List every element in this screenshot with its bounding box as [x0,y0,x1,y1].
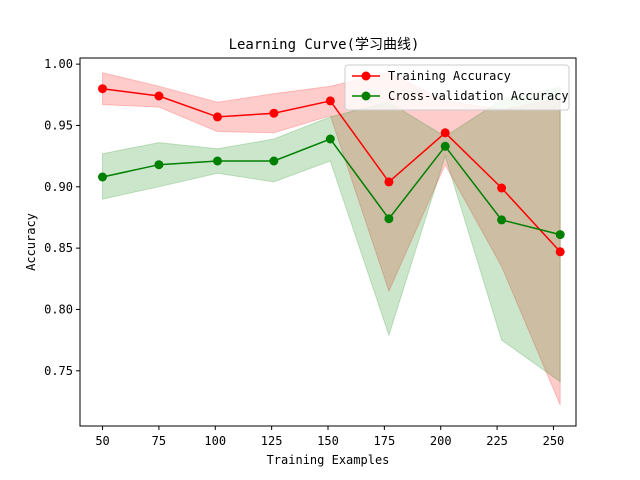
cross-validation-accuracy-band [102,86,561,383]
y-tick-label: 1.00 [44,57,73,71]
y-axis-ticks: 0.75 0.80 0.85 0.90 0.95 1.00 [44,57,80,378]
x-tick-label: 75 [152,434,166,448]
training-accuracy-point [98,84,107,94]
cross-validation-accuracy-point [269,156,279,166]
cross-validation-accuracy-legend-label: Cross-validation Accuracy [388,89,569,103]
x-axis-label: Training Examples [267,453,390,467]
training-accuracy-legend-label: Training Accuracy [388,69,511,83]
x-tick-label: 225 [486,434,508,448]
cross-validation-accuracy-point [98,172,107,182]
y-axis-label: Accuracy [24,213,38,271]
training-accuracy-band [102,72,561,406]
cross-validation-accuracy-point [497,215,507,225]
training-accuracy-point [384,177,394,187]
x-tick-label: 250 [543,434,565,448]
confidence-bands [102,72,561,406]
x-tick-label: 150 [317,434,339,448]
y-tick-label: 0.95 [44,118,73,132]
cross-validation-accuracy-legend-marker [361,91,371,101]
cross-validation-accuracy-point [555,230,565,240]
series-points [98,84,565,257]
training-accuracy-point [269,108,279,118]
training-accuracy-point [555,247,565,257]
cross-validation-accuracy-point [440,141,450,151]
cross-validation-accuracy-point [213,156,222,166]
legend-box [344,64,570,111]
cross-validation-accuracy-point [384,214,394,224]
y-tick-label: 0.80 [44,302,73,316]
x-tick-label: 50 [95,434,109,448]
legend: Training Accuracy Cross-validation Accura… [344,64,570,111]
training-accuracy-point [325,96,335,106]
cross-validation-accuracy-point [154,160,164,170]
x-tick-label: 100 [204,434,226,448]
x-axis-ticks: 50 75 100 125 150 175 200 225 250 [95,426,564,448]
x-tick-label: 125 [261,434,283,448]
chart-title: Learning Curve(学习曲线) [229,37,420,53]
x-tick-label: 175 [374,434,396,448]
training-accuracy-point [213,112,222,122]
training-accuracy-legend-marker [361,71,371,81]
y-tick-label: 0.90 [44,180,73,194]
training-accuracy-point [154,91,164,101]
x-tick-label: 200 [430,434,452,448]
cross-validation-accuracy-point [325,134,335,144]
y-tick-label: 0.75 [44,364,73,378]
y-tick-label: 0.85 [44,241,73,255]
training-accuracy-point [440,128,450,138]
training-accuracy-point [497,183,507,193]
